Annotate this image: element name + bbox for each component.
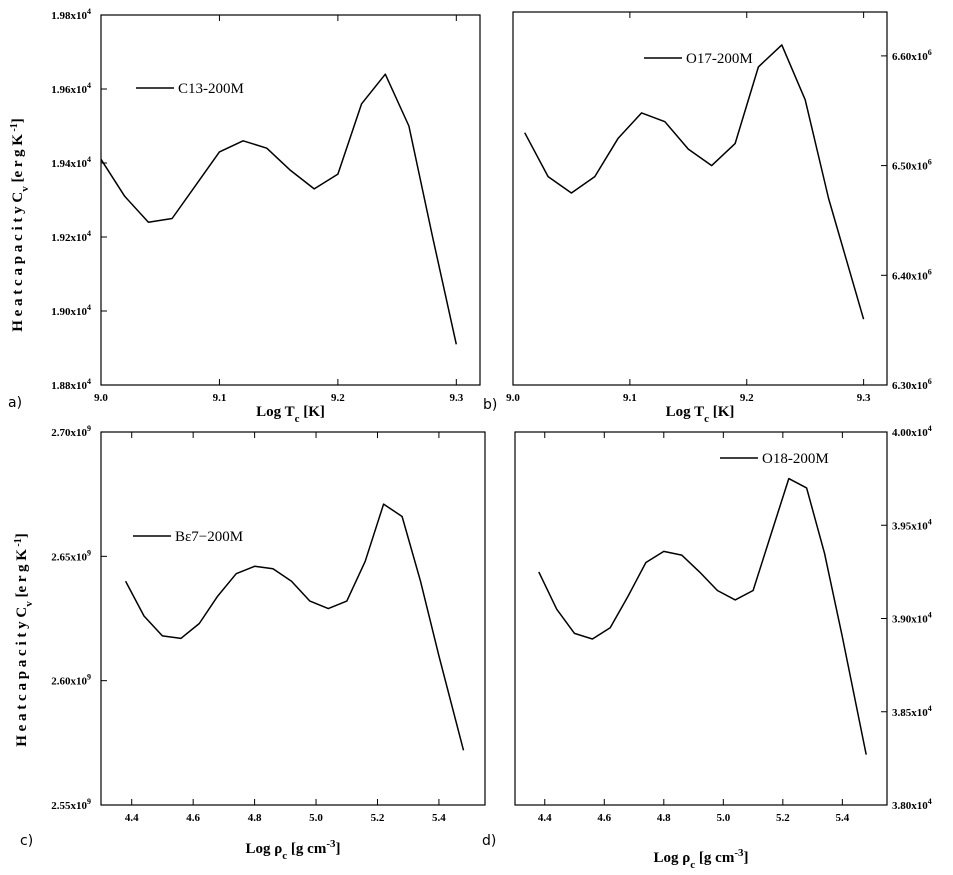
y-tick-label: 4.00x104 bbox=[892, 424, 932, 439]
panel-label: c) bbox=[20, 833, 33, 849]
y-tick-label: 2.60x109 bbox=[51, 673, 91, 688]
y-tick-label: 6.30x106 bbox=[892, 377, 932, 392]
plot-frame bbox=[100, 431, 486, 806]
legend-label: O18-200M bbox=[762, 451, 829, 467]
x-tick-label: 9.1 bbox=[213, 392, 227, 404]
x-tick-label: 5.2 bbox=[371, 812, 385, 824]
y-tick-label: 1.94x104 bbox=[51, 155, 91, 170]
y-tick-label: 1.90x104 bbox=[51, 303, 91, 318]
y-tick-label: 1.96x104 bbox=[51, 81, 91, 96]
panel-label: d) bbox=[482, 833, 496, 849]
y-tick-label: 6.40x106 bbox=[892, 267, 932, 282]
y-axis-title-top: H e a t c a p a c i t y Cv [e r g K -1] bbox=[9, 118, 32, 332]
x-tick-label: 5.0 bbox=[716, 812, 730, 824]
x-tick-label: 9.0 bbox=[94, 392, 108, 404]
x-tick-label: 4.8 bbox=[657, 812, 671, 824]
x-tick-label: 4.4 bbox=[538, 812, 552, 824]
data-series-line bbox=[124, 503, 465, 751]
y-tick-label: 1.98x104 bbox=[51, 7, 91, 22]
y-axis-title-text: H e a t c a p a c i t y Cv [e r g K -1] bbox=[13, 533, 36, 747]
y-tick-label: 1.92x104 bbox=[51, 229, 91, 244]
chart-panel-d: 4.4 4.6 4.8 5.0 5.2 5.4 3.80x104 3.85x104 3.90x1… bbox=[482, 424, 932, 871]
y-tick-label: 3.95x104 bbox=[892, 517, 932, 532]
x-tick-label: 4.6 bbox=[597, 812, 611, 824]
x-tick-label: 5.4 bbox=[432, 812, 446, 824]
x-tick-label: 9.1 bbox=[623, 392, 637, 404]
x-tick-label: 5.0 bbox=[309, 812, 323, 824]
y-axis-title-bottom: H e a t c a p a c i t y Cv [e r g K -1] bbox=[13, 533, 36, 747]
data-series-line bbox=[524, 44, 865, 320]
y-tick-label: 3.90x104 bbox=[892, 611, 932, 626]
x-tick-label: 5.2 bbox=[776, 812, 790, 824]
plot-frame bbox=[100, 14, 481, 386]
data-series-line bbox=[538, 477, 867, 755]
legend-label: C13-200M bbox=[178, 81, 244, 97]
legend-label: O17-200M bbox=[686, 51, 753, 67]
y-tick-label: 2.65x109 bbox=[51, 548, 91, 563]
x-tick-label: 4.4 bbox=[125, 812, 139, 824]
x-axis-title: Log ρc [g cm-3] bbox=[653, 847, 748, 871]
chart-panel-a: 9.0 9.1 9.2 9.3 1.88x104 1.90x104 1.92x104 1.94… bbox=[8, 7, 481, 425]
data-series-line bbox=[100, 73, 458, 345]
x-tick-label: 5.4 bbox=[835, 812, 849, 824]
y-tick-label: 2.55x109 bbox=[51, 797, 91, 812]
y-tick-label: 6.60x106 bbox=[892, 48, 932, 63]
x-axis-title: Log Tc [K] bbox=[666, 404, 735, 425]
panel-label: b) bbox=[483, 397, 497, 413]
x-tick-label: 9.3 bbox=[449, 392, 463, 404]
y-tick-label: 6.50x106 bbox=[892, 158, 932, 173]
plot-frame bbox=[514, 431, 888, 806]
x-tick-label: 9.2 bbox=[331, 392, 345, 404]
plot-frame bbox=[512, 11, 888, 386]
x-axis-title: Log ρc [g cm-3] bbox=[245, 838, 340, 862]
chart-panel-c: 4.4 4.6 4.8 5.0 5.2 5.4 2.55x109 2.60x109 2.65x1… bbox=[20, 424, 486, 862]
x-tick-label: 9.3 bbox=[857, 392, 871, 404]
x-tick-label: 4.6 bbox=[186, 812, 200, 824]
y-tick-label: 3.85x104 bbox=[892, 704, 932, 719]
y-tick-label: 3.80x104 bbox=[892, 797, 932, 812]
legend-label: Bε7−200M bbox=[175, 529, 243, 545]
y-tick-label: 2.70x109 bbox=[51, 424, 91, 439]
x-tick-label: 9.2 bbox=[740, 392, 754, 404]
x-tick-label: 4.8 bbox=[248, 812, 262, 824]
y-tick-label: 1.88x104 bbox=[51, 377, 91, 392]
x-tick-label: 9.0 bbox=[506, 392, 520, 404]
y-axis-title-text: H e a t c a p a c i t y Cv [e r g K -1] bbox=[9, 118, 32, 332]
panel-label: a) bbox=[8, 395, 22, 411]
x-axis-title: Log Tc [K] bbox=[256, 404, 325, 425]
chart-panel-b: 9.0 9.1 9.2 9.3 6.30x106 6.40x106 6.50x106 6.60… bbox=[483, 11, 932, 425]
